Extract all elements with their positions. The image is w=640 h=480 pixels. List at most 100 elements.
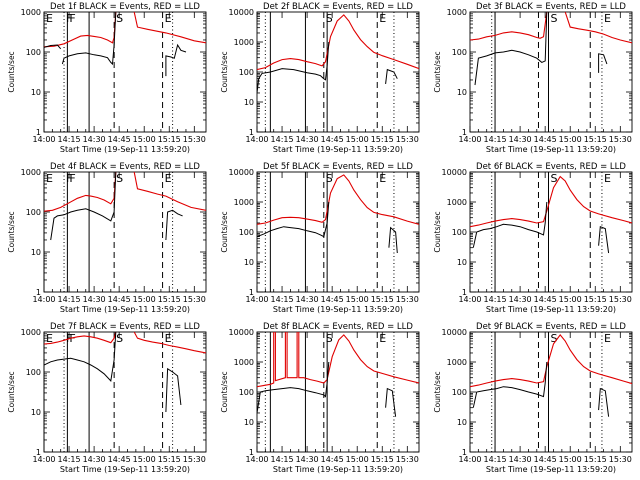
y-tick-label: 100 — [452, 228, 467, 237]
y-tick-label: 1000 — [234, 198, 254, 207]
x-tick-label: 15:30 — [609, 135, 632, 144]
events-series-line — [44, 332, 117, 382]
x-axis-label: Start Time (19-Sep-11 13:59:20) — [60, 305, 190, 314]
x-tick-label: 14:30 — [509, 295, 532, 304]
panel-title: Det 2f BLACK = Events, RED = LLD — [263, 2, 413, 12]
panel-title: Det 9f BLACK = Events, RED = LLD — [476, 322, 626, 332]
event-marker-label: S — [326, 172, 333, 185]
detector-7-panel: Det 7f BLACK = Events, RED = LLD 1 10 100 10… — [7, 322, 207, 474]
event-marker-label: E — [604, 12, 611, 25]
event-marker-label: E — [165, 332, 172, 345]
events-series — [472, 361, 610, 417]
event-marker-label: F — [66, 172, 72, 185]
x-axis-label: Start Time (19-Sep-11 13:59:20) — [486, 465, 616, 474]
x-tick-label: 15:30 — [396, 135, 419, 144]
event-marker-label: S — [116, 12, 123, 25]
x-tick-label: 14:00 — [32, 295, 55, 304]
lld-series — [44, 172, 206, 212]
y-axis-label: Counts/sec — [433, 51, 442, 92]
panel-title: Det 8f BLACK = Events, RED = LLD — [263, 322, 413, 332]
x-tick-label: 14:15 — [58, 135, 81, 144]
events-series-line — [44, 44, 62, 50]
lld-series-line — [44, 172, 117, 212]
y-tick-label: 10000 — [229, 8, 254, 17]
y-tick-label: 10000 — [442, 328, 467, 337]
events-series-line — [50, 172, 117, 241]
lld-series-line — [257, 14, 419, 71]
y-tick-label: 1 — [462, 448, 467, 457]
x-tick-label: 15:15 — [158, 135, 181, 144]
y-tick-label: 100 — [26, 48, 41, 57]
y-tick-label: 1 — [462, 128, 467, 137]
x-tick-label: 14:00 — [245, 295, 268, 304]
y-tick-label: 10 — [457, 258, 467, 267]
x-tick-label: 15:15 — [371, 135, 394, 144]
lld-series — [470, 175, 632, 228]
x-tick-label: 15:15 — [584, 455, 607, 464]
detector-1-panel: Det 1f BLACK = Events, RED = LLD 1 10 100 10… — [7, 2, 207, 154]
event-marker-label: S — [550, 172, 557, 185]
x-tick-label: 14:15 — [484, 455, 507, 464]
plot-frame — [256, 11, 420, 133]
events-series-line — [165, 43, 187, 77]
x-tick-label: 15:00 — [559, 295, 582, 304]
event-marker-label: S — [326, 332, 333, 345]
y-axis-label: Counts/sec — [7, 51, 16, 92]
x-tick-label: 14:45 — [321, 455, 344, 464]
lld-series-line — [257, 174, 419, 225]
x-tick-label: 15:15 — [584, 135, 607, 144]
plot-frame — [43, 171, 207, 293]
x-tick-label: 14:00 — [458, 455, 481, 464]
events-series — [257, 361, 397, 417]
x-tick-label: 14:15 — [58, 455, 81, 464]
plot-frame — [43, 331, 207, 453]
detector-9-panel: Det 9f BLACK = Events, RED = LLD 1 10 100 10… — [433, 322, 633, 474]
events-series-line — [472, 201, 548, 248]
events-series — [474, 12, 608, 86]
x-tick-label: 14:45 — [108, 295, 131, 304]
panel-title: Det 3f BLACK = Events, RED = LLD — [476, 2, 626, 12]
x-tick-label: 14:15 — [271, 295, 294, 304]
x-tick-label: 14:15 — [484, 135, 507, 144]
event-marker-label: E — [379, 12, 386, 25]
plot-frame — [43, 11, 207, 133]
detector-2-panel: Det 2f BLACK = Events, RED = LLD 1 10 100 10… — [220, 2, 420, 154]
x-tick-label: 15:30 — [609, 455, 632, 464]
event-marker-label: S — [116, 332, 123, 345]
x-tick-label: 14:15 — [271, 135, 294, 144]
y-tick-label: 1000 — [21, 8, 41, 17]
panel-title: Det 4f BLACK = Events, RED = LLD — [50, 162, 200, 172]
y-tick-label: 100 — [26, 368, 41, 377]
x-tick-label: 15:00 — [133, 135, 156, 144]
event-marker-label: E — [604, 172, 611, 185]
y-axis-label: Counts/sec — [7, 371, 16, 412]
y-tick-label: 100 — [26, 208, 41, 217]
x-tick-label: 14:00 — [32, 455, 55, 464]
x-tick-label: 14:00 — [245, 135, 268, 144]
event-marker-label: F — [69, 332, 75, 345]
x-tick-label: 15:30 — [183, 455, 206, 464]
x-tick-label: 15:00 — [346, 135, 369, 144]
x-tick-label: 14:30 — [296, 295, 319, 304]
lld-series — [44, 332, 206, 354]
lld-series — [470, 334, 632, 388]
x-tick-label: 15:15 — [371, 295, 394, 304]
events-series-line — [474, 12, 548, 86]
lld-series-line — [133, 172, 206, 211]
y-tick-label: 1 — [249, 288, 254, 297]
x-tick-label: 15:00 — [559, 135, 582, 144]
x-tick-label: 15:00 — [133, 295, 156, 304]
x-tick-label: 14:30 — [296, 135, 319, 144]
y-tick-label: 1 — [462, 288, 467, 297]
y-axis-label: Counts/sec — [433, 371, 442, 412]
events-series — [44, 332, 182, 413]
lld-series-line — [274, 332, 286, 382]
events-series-line — [165, 209, 183, 241]
x-tick-label: 14:15 — [484, 295, 507, 304]
panel-title: Det 6f BLACK = Events, RED = LLD — [476, 162, 626, 172]
x-tick-label: 14:15 — [58, 295, 81, 304]
y-tick-label: 100 — [452, 48, 467, 57]
x-axis-label: Start Time (19-Sep-11 13:59:20) — [273, 465, 403, 474]
x-tick-label: 14:00 — [32, 135, 55, 144]
event-marker-label: E — [379, 172, 386, 185]
